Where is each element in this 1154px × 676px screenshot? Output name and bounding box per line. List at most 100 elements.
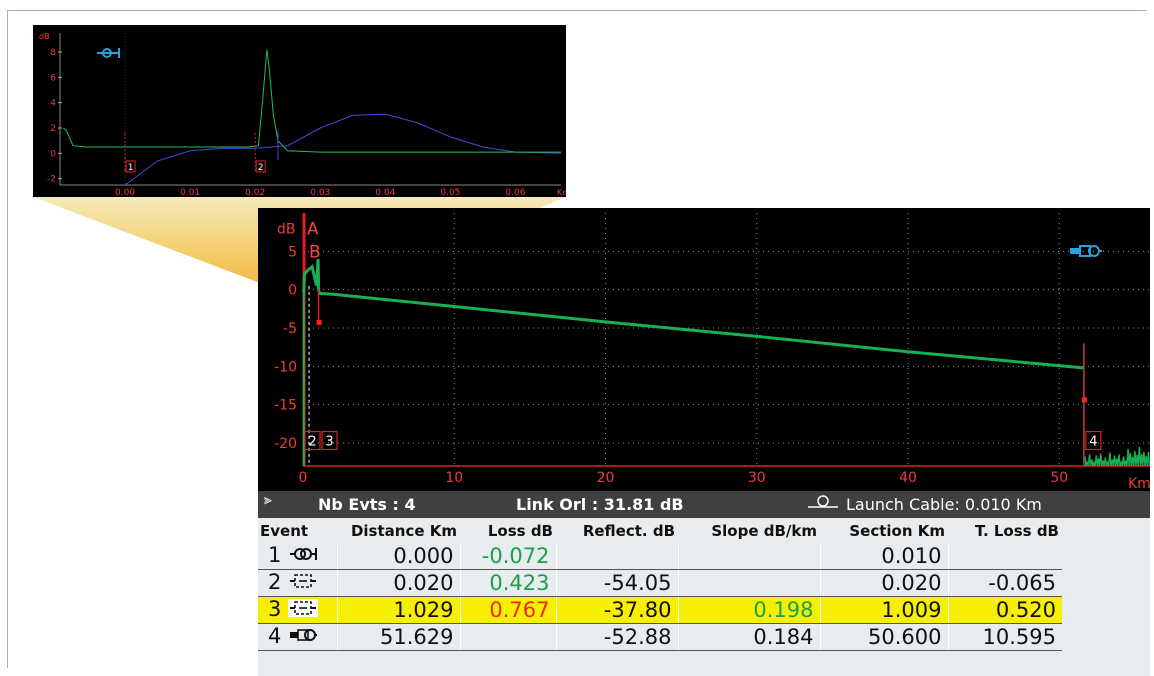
distance-cell: 51.629 — [336, 623, 460, 651]
table-row-selected[interactable]: 3 1.029 0.767 -37.80 0.198 1.009 0.520 — [258, 596, 1062, 624]
events-table: Event Distance Km Loss dB Reflect. dB Sl… — [258, 518, 1150, 676]
event-cell: 4 — [258, 623, 337, 651]
reflect-cell — [555, 543, 678, 570]
main-trace — [301, 258, 1084, 370]
cursor-b-label: B — [309, 242, 321, 262]
reflect-cell: -37.80 — [555, 596, 678, 624]
event-cell: 3 — [258, 596, 337, 624]
summary-bar: ⫸ Nb Evts : 4 Link Orl : 31.81 dB Launch… — [258, 491, 1150, 518]
inset-event-marker-label: 1 — [128, 163, 134, 173]
main-fiber-end-icon — [1070, 245, 1102, 257]
inset-x-unit: Km — [557, 188, 566, 197]
inset-y-tick-label: 4 — [50, 99, 56, 109]
inset-y-tick-label: 0 — [50, 149, 56, 159]
main-y-unit: dB — [277, 221, 296, 237]
launch-cable-icon — [806, 492, 840, 518]
loss-cell — [459, 623, 556, 651]
slope-cell — [677, 543, 820, 570]
main-y-tick-label: -10 — [274, 359, 297, 375]
table-row[interactable]: 1 0.000 -0.072 0.010 — [258, 543, 1062, 570]
col-total-loss: T. Loss dB — [948, 518, 1062, 543]
slope-cell — [677, 569, 820, 597]
launch-cable-label: Launch Cable: 0.010 Km — [846, 495, 1042, 514]
event-cell: 1 — [258, 543, 337, 570]
section-cell: 0.010 — [819, 543, 948, 570]
main-y-tick-label: -20 — [274, 436, 297, 452]
loss-cell: -0.072 — [459, 543, 556, 570]
splice-connector-icon — [288, 571, 318, 596]
main-y-tick-label: -15 — [274, 398, 297, 414]
inset-launch-icon — [97, 48, 120, 58]
main-x-unit: Km — [1128, 476, 1150, 491]
event-3-point — [316, 319, 322, 325]
main-x-tick-label: 40 — [899, 470, 917, 486]
event-4-point — [1081, 397, 1087, 403]
inset-x-tick-label: 0.03 — [310, 188, 330, 197]
table-row[interactable]: 2 0.020 0.423 -54.05 0.020 -0.065 — [258, 569, 1062, 597]
inset-event-marker-box — [125, 160, 136, 173]
page-frame — [7, 10, 1147, 668]
main-event-marker-label: 4 — [1089, 435, 1097, 450]
events-table-grid: Event Distance Km Loss dB Reflect. dB Sl… — [258, 518, 1062, 651]
zoom-inset-chart[interactable]: dB Km 8 6 4 2 0 -2 0.00 0.01 0.02 0.03 0.04 0.05 0.06 1… — [33, 25, 566, 197]
fiber-end-icon-stub — [1070, 248, 1080, 254]
inset-y-tick-label: 6 — [50, 73, 56, 83]
event-number: 4 — [268, 624, 282, 649]
otdr-trace-chart[interactable]: 5 0 -5 -10 -15 -20 0 10 20 30 40 50 dB Km A B 2 3 4 — [258, 208, 1150, 491]
main-x-tick-label: 0 — [299, 470, 308, 486]
inset-y-unit: dB — [39, 32, 50, 41]
slope-cell: 0.198 — [677, 596, 820, 624]
inset-event-marker-label: 2 — [258, 163, 264, 173]
inset-y-tick-label: 8 — [50, 48, 56, 58]
col-event: Event — [258, 518, 337, 543]
event-number: 3 — [268, 597, 282, 622]
main-event-marker-box — [1085, 430, 1102, 451]
fiber-end-icon — [288, 625, 318, 650]
inset-y-tick-label: 2 — [50, 124, 56, 134]
total-loss-cell — [947, 543, 1062, 570]
table-row[interactable]: 4 51.629 -52.88 0.184 50.600 10.595 — [258, 623, 1062, 651]
nb-events-label: Nb Evts : 4 — [318, 495, 416, 514]
event-number: 1 — [268, 543, 282, 568]
main-x-tick-label: 20 — [597, 470, 615, 486]
cursor-a-label: A — [307, 219, 319, 239]
col-loss: Loss dB — [460, 518, 556, 543]
col-distance: Distance Km — [337, 518, 460, 543]
main-x-tick-label: 10 — [445, 470, 463, 486]
link-orl-label: Link Orl : 31.81 dB — [516, 495, 684, 514]
col-reflect: Reflect. dB — [556, 518, 678, 543]
total-loss-cell: -0.065 — [947, 569, 1062, 597]
loss-cell: 0.423 — [459, 569, 556, 597]
main-y-tick-label: 0 — [288, 283, 297, 299]
inset-event-marker-box — [255, 160, 266, 173]
inset-chart-svg: dB Km 8 6 4 2 0 -2 0.00 0.01 0.02 0.03 0.04 0.05 0.06 1… — [39, 32, 566, 197]
inset-x-tick-label: 0.04 — [375, 188, 395, 197]
inset-x-tick-label: 0.05 — [440, 188, 460, 197]
inset-x-tick-label: 0.02 — [245, 188, 265, 197]
loss-cell: 0.767 — [459, 596, 556, 624]
main-y-tick-label: -5 — [283, 321, 297, 337]
event-number: 2 — [268, 570, 282, 595]
col-slope: Slope dB/km — [678, 518, 820, 543]
main-noise-floor — [1084, 446, 1150, 467]
distance-cell: 0.020 — [336, 569, 460, 597]
inset-y-tick-label: -2 — [47, 175, 56, 185]
col-section: Section Km — [820, 518, 948, 543]
main-event-marker-label: 2 — [308, 435, 316, 450]
total-loss-cell: 0.520 — [947, 596, 1062, 624]
inset-main-trace — [62, 49, 561, 153]
section-cell: 0.020 — [819, 569, 948, 597]
reflect-cell: -54.05 — [555, 569, 678, 597]
slope-cell: 0.184 — [677, 623, 820, 651]
main-event-marker-box — [304, 430, 321, 451]
distance-cell: 0.000 — [336, 543, 460, 570]
section-cell: 50.600 — [819, 623, 948, 651]
main-event-marker-box — [321, 430, 338, 451]
event-cell: 2 — [258, 569, 337, 597]
distance-cell: 1.029 — [336, 596, 460, 624]
collapse-chevron-icon[interactable]: ⫸ — [264, 492, 272, 508]
main-y-tick-label: 5 — [288, 244, 297, 260]
main-x-tick-label: 50 — [1050, 470, 1068, 486]
inset-x-tick-label: 0.01 — [180, 188, 200, 197]
